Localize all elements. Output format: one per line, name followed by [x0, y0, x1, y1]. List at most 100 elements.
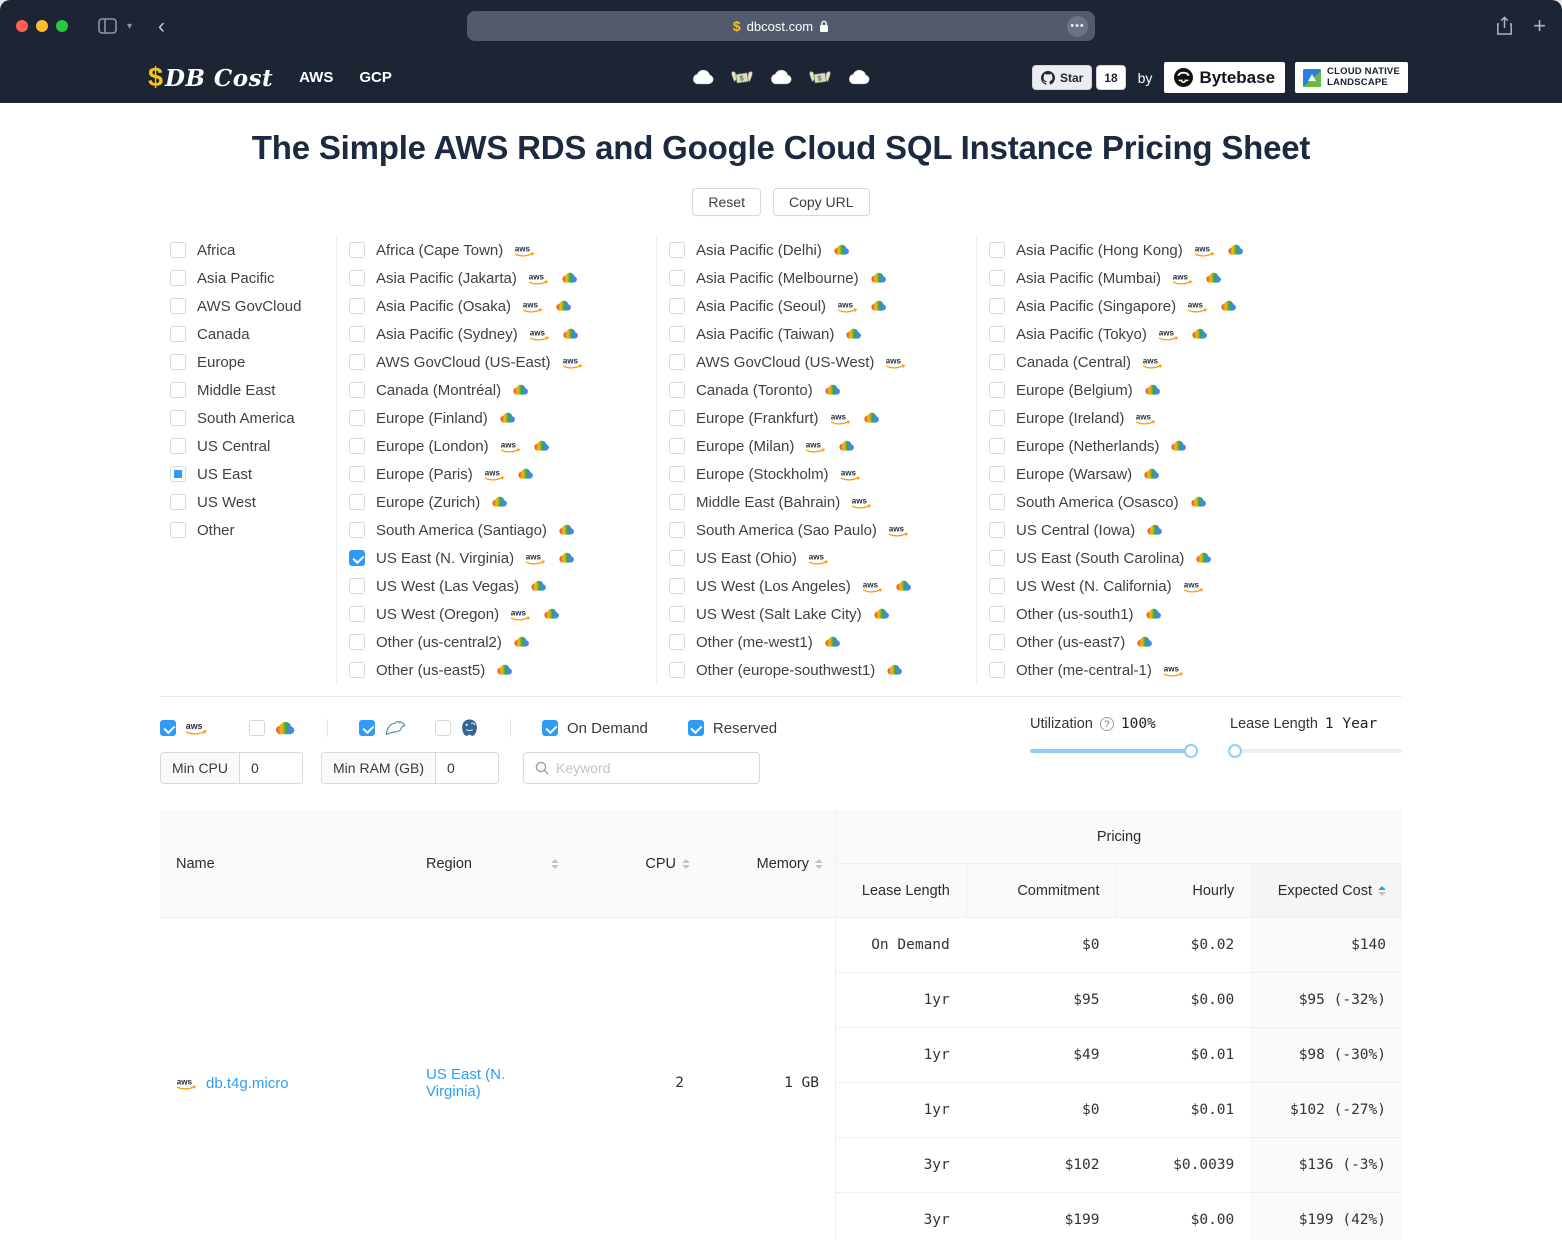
checkbox[interactable]	[669, 242, 685, 258]
share-icon[interactable]	[1496, 16, 1513, 36]
column-header-expected-cost[interactable]: Expected Cost	[1250, 864, 1402, 917]
region-checkbox-item[interactable]: Other (us-central2)	[349, 628, 656, 656]
region-checkbox-item[interactable]: Asia Pacific (Osaka) aws	[349, 292, 656, 320]
checkbox[interactable]	[989, 550, 1005, 566]
checkbox[interactable]	[669, 662, 685, 678]
region-checkbox-item[interactable]: South America (Osasco)	[989, 488, 1402, 516]
checkbox[interactable]	[669, 270, 685, 286]
region-checkbox-item[interactable]: Europe (Zurich)	[349, 488, 656, 516]
region-checkbox-item[interactable]: South America (Santiago)	[349, 516, 656, 544]
region-checkbox-item[interactable]: Europe (Paris) aws	[349, 460, 656, 488]
checkbox[interactable]	[170, 354, 186, 370]
checkbox[interactable]	[349, 298, 365, 314]
checkbox[interactable]	[170, 270, 186, 286]
region-checkbox-item[interactable]: US East	[170, 460, 336, 488]
region-checkbox-item[interactable]: Europe (Ireland) aws	[989, 404, 1402, 432]
checkbox[interactable]	[170, 466, 186, 482]
region-checkbox-item[interactable]: Asia Pacific (Delhi)	[669, 236, 976, 264]
maximize-window-button[interactable]	[56, 20, 68, 32]
region-checkbox-item[interactable]: AWS GovCloud (US-West) aws	[669, 348, 976, 376]
checkbox[interactable]	[669, 382, 685, 398]
region-checkbox-item[interactable]: South America	[170, 404, 336, 432]
checkbox[interactable]	[989, 382, 1005, 398]
region-checkbox-item[interactable]: Asia Pacific (Tokyo) aws	[989, 320, 1402, 348]
checkbox[interactable]	[669, 410, 685, 426]
help-icon[interactable]: ?	[1099, 717, 1114, 731]
sort-icon[interactable]	[551, 858, 559, 869]
region-checkbox-item[interactable]: Other (us-south1)	[989, 600, 1402, 628]
checkbox[interactable]	[989, 494, 1005, 510]
region-checkbox-item[interactable]: Europe (London) aws	[349, 432, 656, 460]
aws-provider-checkbox[interactable]	[160, 720, 176, 736]
checkbox[interactable]	[989, 270, 1005, 286]
checkbox[interactable]	[669, 606, 685, 622]
checkbox[interactable]	[989, 438, 1005, 454]
region-checkbox-item[interactable]: Middle East (Bahrain) aws	[669, 488, 976, 516]
region-checkbox-item[interactable]: US West	[170, 488, 336, 516]
checkbox[interactable]	[669, 494, 685, 510]
region-checkbox-item[interactable]: Canada (Toronto)	[669, 376, 976, 404]
region-checkbox-item[interactable]: Europe (Stockholm) aws	[669, 460, 976, 488]
checkbox[interactable]	[989, 410, 1005, 426]
region-checkbox-item[interactable]: Middle East	[170, 376, 336, 404]
checkbox[interactable]	[669, 466, 685, 482]
back-button[interactable]: ‹	[158, 14, 166, 38]
checkbox[interactable]	[349, 382, 365, 398]
checkbox[interactable]	[170, 438, 186, 454]
checkbox[interactable]	[349, 522, 365, 538]
column-header-cpu[interactable]: CPU	[575, 810, 700, 917]
checkbox[interactable]	[349, 606, 365, 622]
region-checkbox-item[interactable]: South America (Sao Paulo) aws	[669, 516, 976, 544]
minimize-window-button[interactable]	[36, 20, 48, 32]
checkbox[interactable]	[349, 410, 365, 426]
new-tab-button[interactable]: +	[1533, 13, 1546, 38]
checkbox[interactable]	[349, 242, 365, 258]
mysql-engine-checkbox[interactable]	[359, 720, 375, 736]
region-checkbox-item[interactable]: Europe (Warsaw)	[989, 460, 1402, 488]
region-checkbox-item[interactable]: Other	[170, 516, 336, 544]
instance-name-link[interactable]: db.t4g.micro	[206, 1074, 289, 1092]
region-checkbox-item[interactable]: Europe	[170, 348, 336, 376]
region-checkbox-item[interactable]: US Central (Iowa)	[989, 516, 1402, 544]
region-checkbox-item[interactable]: AWS GovCloud	[170, 292, 336, 320]
checkbox[interactable]	[989, 578, 1005, 594]
checkbox[interactable]	[669, 354, 685, 370]
page-options-button[interactable]: •••	[1067, 15, 1088, 37]
checkbox[interactable]	[669, 634, 685, 650]
dbcost-logo[interactable]: $ DB Cost	[148, 62, 273, 93]
region-checkbox-item[interactable]: Europe (Finland)	[349, 404, 656, 432]
bytebase-logo[interactable]: Bytebase	[1164, 62, 1286, 93]
sidebar-toggle-icon[interactable]	[98, 18, 117, 34]
reserved-checkbox[interactable]	[687, 720, 704, 736]
checkbox[interactable]	[170, 298, 186, 314]
sort-icon-ascending-active[interactable]	[1378, 885, 1386, 896]
checkbox[interactable]	[989, 662, 1005, 678]
checkbox[interactable]	[989, 466, 1005, 482]
region-checkbox-item[interactable]: Asia Pacific (Singapore) aws	[989, 292, 1402, 320]
region-checkbox-item[interactable]: US West (N. California) aws	[989, 572, 1402, 600]
checkbox[interactable]	[669, 578, 685, 594]
close-window-button[interactable]	[16, 20, 28, 32]
column-header-region[interactable]: Region	[410, 810, 575, 917]
address-bar[interactable]: $ dbcost.com •••	[467, 11, 1095, 41]
checkbox[interactable]	[349, 326, 365, 342]
region-checkbox-item[interactable]: US West (Las Vegas)	[349, 572, 656, 600]
region-checkbox-item[interactable]: US West (Oregon) aws	[349, 600, 656, 628]
checkbox[interactable]	[989, 522, 1005, 538]
region-checkbox-item[interactable]: US East (South Carolina)	[989, 544, 1402, 572]
region-checkbox-item[interactable]: Asia Pacific (Melbourne)	[669, 264, 976, 292]
region-checkbox-item[interactable]: Canada (Montréal)	[349, 376, 656, 404]
checkbox[interactable]	[349, 354, 365, 370]
checkbox[interactable]	[170, 494, 186, 510]
sort-icon[interactable]	[682, 858, 690, 869]
checkbox[interactable]	[989, 354, 1005, 370]
region-checkbox-item[interactable]: Other (us-east7)	[989, 628, 1402, 656]
github-star-button[interactable]: Star 18	[1031, 65, 1126, 90]
checkbox[interactable]	[170, 242, 186, 258]
sidebar-chevron-icon[interactable]: ▾	[127, 20, 133, 32]
postgres-engine-checkbox[interactable]	[435, 720, 451, 736]
region-checkbox-item[interactable]: Europe (Milan) aws	[669, 432, 976, 460]
instance-region-link[interactable]: US East (N. Virginia)	[426, 1066, 506, 1100]
min-cpu-input[interactable]	[240, 753, 303, 783]
checkbox[interactable]	[669, 438, 685, 454]
